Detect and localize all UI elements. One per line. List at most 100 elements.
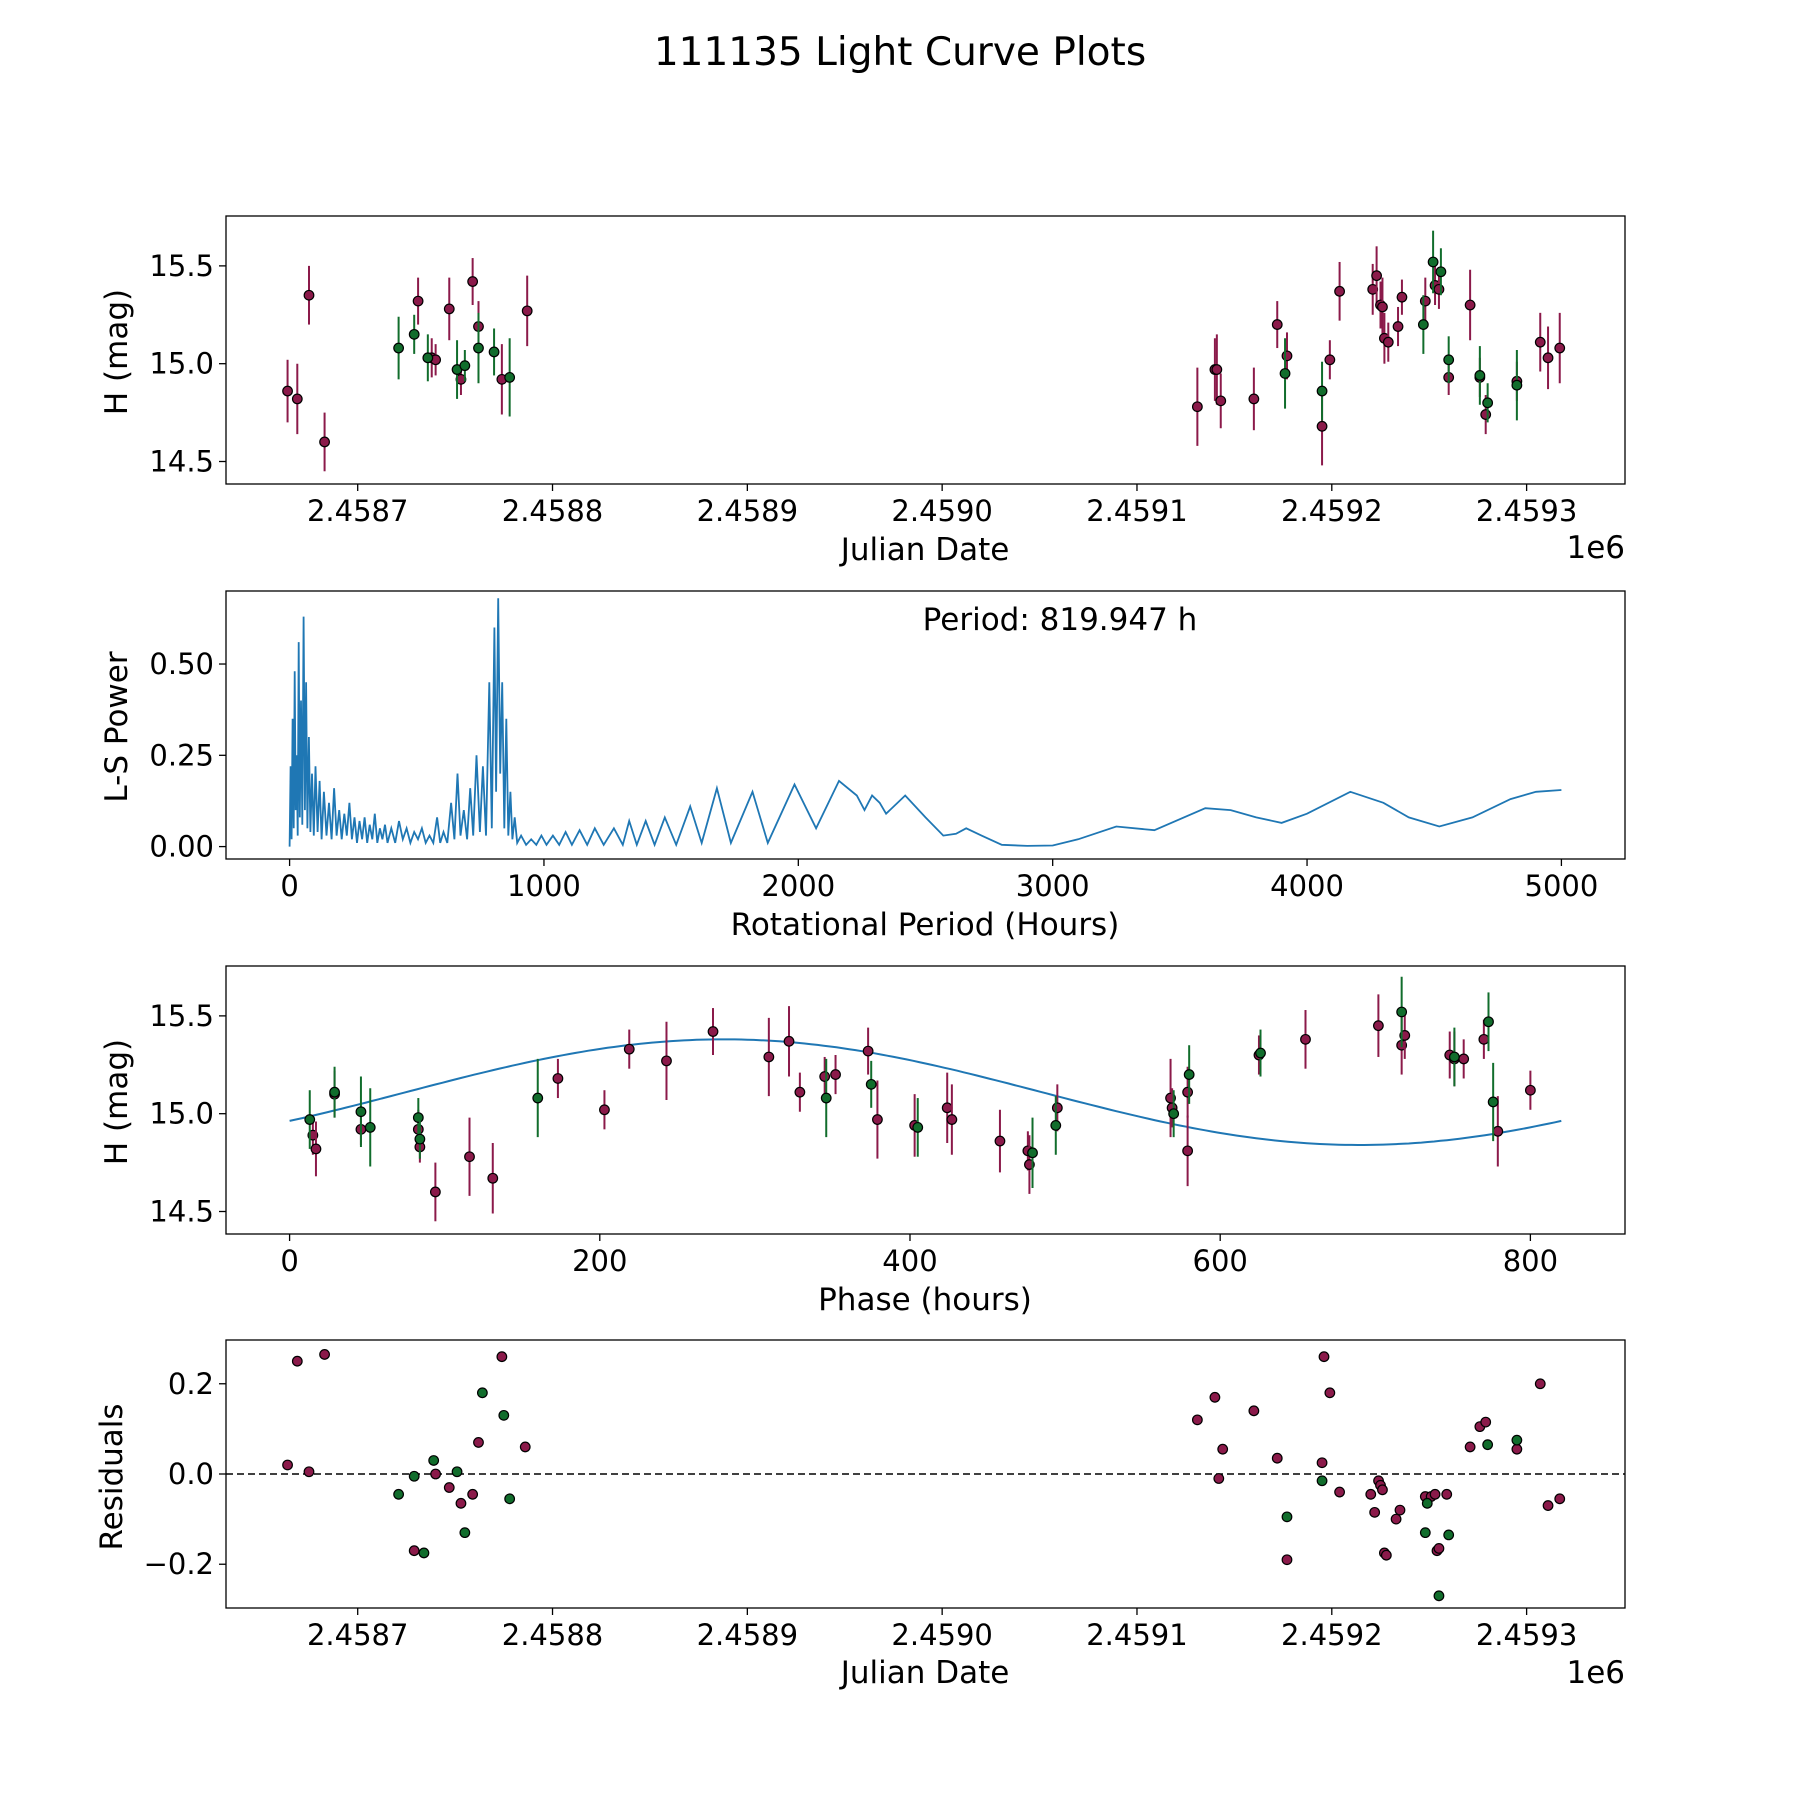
residuals-ytick-label: 0.2: [168, 1367, 214, 1401]
residuals-red-band-point: [1464, 1441, 1476, 1453]
phase-folded-red-band-point: [862, 1045, 874, 1057]
residuals-ytick-label: −0.2: [144, 1547, 214, 1581]
phase-folded-red-band-point: [819, 1071, 831, 1082]
residuals-green-band-point: [504, 1493, 516, 1505]
phase-folded-ytick-label: 15.5: [149, 999, 214, 1033]
light-curve-green-band-point: [1427, 256, 1439, 268]
phase-folded-red-band-point: [1458, 1053, 1470, 1065]
light-curve-red-band-point: [1211, 364, 1223, 375]
phase-folded-green-band-point: [304, 1114, 316, 1125]
residuals-red-band-point: [1324, 1387, 1336, 1399]
light-curve-xtick-label: 2.4593: [1476, 494, 1577, 528]
light-curve-ytick-label: 15.5: [149, 249, 214, 283]
phase-folded-red-band-point: [1478, 1033, 1490, 1045]
light-curve-red-band-point: [1191, 401, 1203, 413]
phase-fit-curve: [289, 1038, 1562, 1146]
light-curve-xtick-label: 2.4587: [307, 494, 408, 528]
phase-folded-red-band-point: [941, 1102, 953, 1114]
residuals-red-band-point: [1318, 1351, 1330, 1363]
residuals-ylabel: Residuals: [94, 1403, 130, 1550]
phase-folded-green-band-point: [912, 1121, 924, 1133]
residuals-green-band-point: [1421, 1497, 1433, 1509]
phase-folded-red-band-point: [707, 1026, 719, 1037]
light-curve-red-band-point: [443, 303, 455, 315]
residuals-xtick-label: 2.4590: [891, 1618, 992, 1652]
periodogram-data: [288, 598, 1562, 848]
light-curve-ylabel: H (mag): [99, 289, 135, 415]
panel-periodogram: 0 1000 2000 3000 4000 5000 0.00 0.25 0.50 Period…: [99, 590, 1626, 943]
light-curve-red-band-point: [1542, 352, 1554, 364]
phase-folded-green-band-point: [355, 1106, 367, 1118]
light-curve-xtick-label: 2.4588: [502, 494, 603, 528]
light-curve-xtick-label: 2.4590: [891, 494, 992, 528]
residuals-red-band-point: [1281, 1554, 1293, 1566]
phase-folded-green-band-point: [1483, 1016, 1494, 1028]
light-curve-red-band-point: [1281, 350, 1293, 362]
periodogram-ytick-label: 0.00: [149, 830, 214, 864]
periodogram-annotation: Period: 819.947 h: [923, 602, 1198, 638]
phase-folded-xtick-label: 800: [1503, 1244, 1558, 1278]
phase-folded-xtick-label: 0: [280, 1244, 298, 1278]
light-curve-red-band-point: [1371, 270, 1383, 282]
residuals-green-band-point: [459, 1527, 471, 1539]
figure-title: 111135 Light Curve Plots: [654, 30, 1146, 75]
phase-folded-red-band-point: [872, 1114, 883, 1125]
light-curve-green-band-point: [422, 352, 434, 364]
light-curve-red-band-point: [521, 305, 533, 317]
residuals-green-band-point: [1433, 1590, 1445, 1602]
periodogram-ylabel: L-S Power: [99, 651, 135, 802]
residuals-red-band-point: [408, 1545, 420, 1557]
residuals-red-band-point: [455, 1497, 467, 1509]
light-curve-green-band-point: [488, 346, 500, 358]
phase-folded-red-band-point: [763, 1051, 775, 1063]
phase-folded-green-band-point: [865, 1078, 877, 1090]
light-curve-red-band-point: [303, 289, 315, 301]
phase-folded-red-band-point: [599, 1104, 610, 1116]
residuals-red-band-point: [1369, 1506, 1381, 1518]
light-curve-red-band-point: [1382, 336, 1394, 348]
residuals-green-band-point: [1316, 1475, 1328, 1487]
light-curve-green-band-point: [1435, 266, 1447, 278]
phase-folded-frame: [225, 965, 1626, 1235]
phase-folded-ylabel: H (mag): [99, 1039, 135, 1165]
residuals-xlabel: Julian Date: [839, 1655, 1010, 1691]
residuals-green-band-point: [1419, 1527, 1431, 1539]
periodogram-xtick-label: 2000: [761, 869, 835, 903]
residuals-red-band-point: [1542, 1500, 1554, 1511]
light-curve-green-band-point: [1474, 370, 1486, 381]
residuals-red-band-point: [1380, 1549, 1392, 1561]
phase-folded-green-band-point: [1050, 1120, 1062, 1131]
residuals-red-band-point: [1554, 1493, 1566, 1505]
residuals-green-band-point: [1443, 1529, 1455, 1541]
residuals-xtick-label: 2.4592: [1281, 1618, 1382, 1652]
light-curve-green-band-point: [393, 342, 405, 354]
phase-folded-red-band-point: [946, 1114, 958, 1125]
light-curve-red-band-point: [1324, 354, 1336, 366]
phase-folded-red-band-point: [1492, 1125, 1504, 1137]
light-curve-red-band-point: [282, 385, 293, 397]
light-curve-green-band-point: [1417, 319, 1429, 330]
residuals-ytick-label: 0.0: [168, 1457, 214, 1491]
periodogram-xtick-label: 4000: [1270, 869, 1344, 903]
light-curve-green-band-point: [1316, 385, 1328, 397]
residuals-red-band-point: [1511, 1443, 1523, 1455]
light-curve-green-band-point: [1482, 397, 1494, 409]
phase-folded-red-band-point: [1300, 1033, 1311, 1045]
residuals-red-band-point: [1334, 1486, 1345, 1498]
light-curve-xlabel: Julian Date: [839, 532, 1010, 568]
phase-folded-green-band-point: [1027, 1147, 1038, 1159]
phase-folded-red-band-point: [429, 1186, 441, 1198]
residuals-red-band-point: [467, 1488, 479, 1500]
residuals-red-band-point: [1534, 1378, 1546, 1390]
phase-folded-red-band-point: [1372, 1020, 1384, 1032]
phase-folded-green-band-point: [532, 1092, 544, 1104]
residuals-xtick-label: 2.4591: [1086, 1618, 1187, 1652]
residuals-green-band-point: [428, 1455, 440, 1466]
phase-folded-green-band-point: [414, 1133, 426, 1145]
residuals-red-band-point: [443, 1482, 455, 1493]
residuals-red-band-point: [319, 1349, 330, 1360]
periodogram-ytick-label: 0.25: [149, 738, 214, 772]
phase-folded-data: [289, 976, 1562, 1222]
